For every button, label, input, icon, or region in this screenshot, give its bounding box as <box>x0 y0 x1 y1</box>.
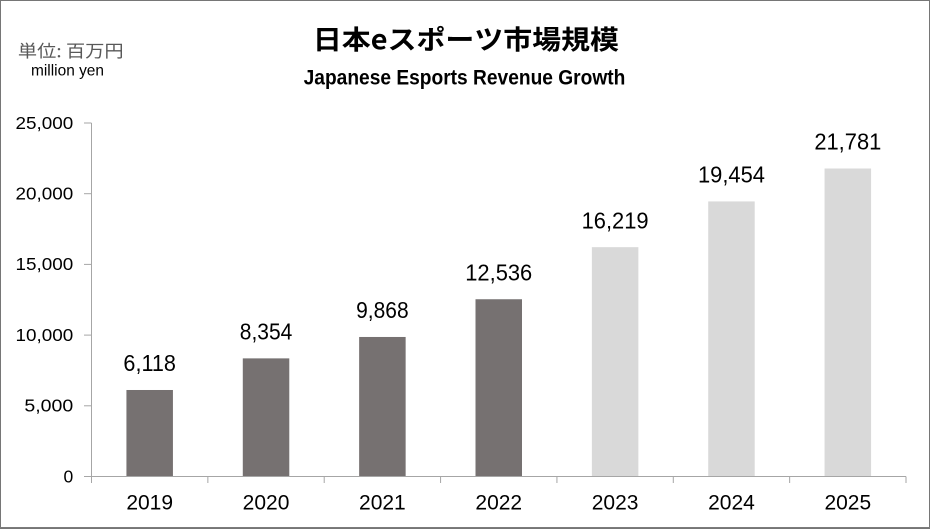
svg-text:8,354: 8,354 <box>240 319 293 345</box>
svg-text:0: 0 <box>63 466 73 486</box>
svg-text:5,000: 5,000 <box>24 396 73 416</box>
svg-text:19,454: 19,454 <box>698 162 765 188</box>
svg-text:9,868: 9,868 <box>356 297 409 323</box>
svg-text:2020: 2020 <box>243 492 290 515</box>
svg-text:25,000: 25,000 <box>16 113 74 133</box>
svg-text:2019: 2019 <box>126 492 173 515</box>
svg-text:Japanese Esports Revenue Growt: Japanese Esports Revenue Growth <box>304 67 626 90</box>
svg-text:12,536: 12,536 <box>465 259 532 285</box>
svg-text:2021: 2021 <box>359 492 406 515</box>
svg-text:2022: 2022 <box>475 492 522 515</box>
svg-text:6,118: 6,118 <box>123 350 176 376</box>
svg-text:2023: 2023 <box>592 492 639 515</box>
svg-text:15,000: 15,000 <box>16 254 74 274</box>
svg-text:16,219: 16,219 <box>582 207 649 233</box>
svg-text:10,000: 10,000 <box>16 325 74 345</box>
svg-text:21,781: 21,781 <box>814 129 881 155</box>
svg-text:20,000: 20,000 <box>16 184 74 204</box>
svg-text:million yen: million yen <box>31 63 104 80</box>
svg-text:2024: 2024 <box>708 492 755 515</box>
svg-text:2025: 2025 <box>824 492 871 515</box>
